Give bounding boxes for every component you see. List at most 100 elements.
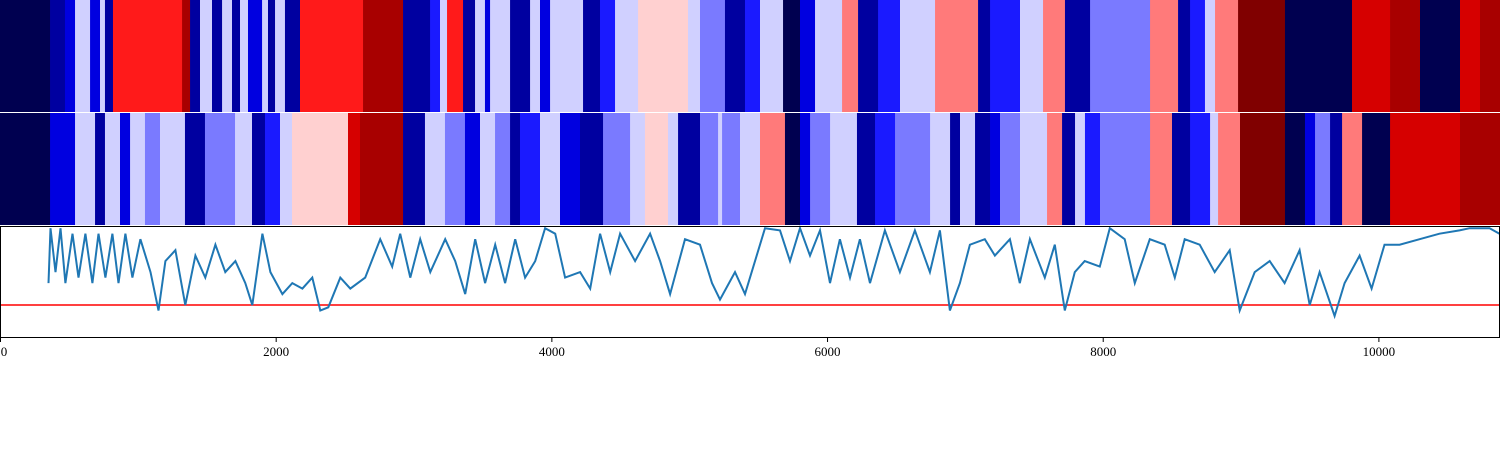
strip-segment [430, 0, 441, 112]
strip-segment [0, 113, 51, 225]
strip-segment [1000, 113, 1021, 225]
strip-segment [1304, 113, 1316, 225]
strip-segment [1238, 0, 1286, 112]
strip-segment [700, 0, 726, 112]
strip-segment [120, 113, 131, 225]
strip-segment [1150, 0, 1179, 112]
strip-segment [815, 0, 843, 112]
strip-segment [724, 0, 746, 112]
strip-segment [1284, 113, 1306, 225]
strip-segment [1190, 0, 1206, 112]
strip-segment [463, 0, 476, 112]
strip-segment [292, 113, 349, 225]
strip-segment [842, 0, 859, 112]
strip-segment [280, 113, 293, 225]
strip-segment [104, 0, 114, 112]
strip-segment [1204, 0, 1216, 112]
strip-segment [1172, 113, 1191, 225]
strip-segment [348, 113, 361, 225]
strip-segment [104, 113, 121, 225]
strip-segment [50, 0, 66, 112]
strip-segment [284, 0, 301, 112]
strip-segment [1352, 0, 1391, 112]
strip-segment [1284, 0, 1353, 112]
strip-segment [1420, 0, 1461, 112]
strip-segment [530, 0, 541, 112]
strip-segment [1020, 0, 1044, 112]
x-tick-label: 2000 [263, 344, 289, 359]
strip-segment [200, 0, 213, 112]
strip-segment [475, 0, 486, 112]
strip-segment [644, 113, 669, 225]
strip-segment [75, 113, 96, 225]
x-tick-label: 10000 [1363, 344, 1396, 359]
strip-segment [560, 113, 581, 225]
strip-segment [363, 0, 404, 112]
strip-segment [856, 113, 876, 225]
strip-segment [1460, 113, 1500, 225]
strip-segment [232, 0, 241, 112]
strip-segment [160, 113, 186, 225]
strip-segment [252, 113, 266, 225]
strip-segment [262, 0, 269, 112]
strip-segment [740, 113, 761, 225]
strip-segment [638, 0, 689, 112]
strip-segment [722, 113, 741, 225]
strip-segment [1090, 0, 1151, 112]
strip-segment [1062, 113, 1076, 225]
strip-segment [760, 113, 786, 225]
strip-segment [1178, 0, 1191, 112]
strip-segment [1150, 113, 1173, 225]
strip-segment [50, 113, 76, 225]
strip-segment [540, 0, 551, 112]
strip-segment [275, 0, 286, 112]
strip-segment [144, 113, 161, 225]
strip-segment [1020, 113, 1048, 225]
strip-segment [300, 0, 364, 112]
strip-segment [1084, 113, 1101, 225]
strip-segment [615, 0, 639, 112]
strip-segment [630, 113, 646, 225]
strip-segment [784, 113, 801, 225]
strip-segment [960, 113, 976, 225]
strip-segment [678, 113, 701, 225]
strip-segment [182, 0, 191, 112]
strip-segment [1390, 113, 1461, 225]
strip-segment [930, 113, 951, 225]
strip-segment [668, 113, 679, 225]
strip-segment [990, 0, 1021, 112]
strip-segment [204, 113, 236, 225]
strip-segment [403, 0, 431, 112]
strip-segment [1480, 0, 1500, 112]
strip-segment [580, 113, 604, 225]
strip-segment [190, 0, 201, 112]
strip-segment [583, 0, 601, 112]
strip-segment [718, 113, 723, 225]
strip-segment [800, 0, 816, 112]
strip-segment [360, 113, 404, 225]
strip-segment [688, 0, 701, 112]
strip-segment [510, 113, 521, 225]
strip-segment [875, 113, 896, 225]
strip-segment [1210, 113, 1219, 225]
strip-segment [440, 0, 448, 112]
strip-segment [603, 113, 631, 225]
strip-segment [235, 113, 253, 225]
strip-segment [1330, 113, 1343, 225]
strip-segment [1240, 113, 1286, 225]
strip-segment [112, 0, 183, 112]
x-tick-label: 8000 [1090, 344, 1116, 359]
strip-segment [975, 113, 991, 225]
strip-segment [1315, 113, 1331, 225]
strip-segment [130, 113, 146, 225]
strip-segment [184, 113, 206, 225]
strip-segment [1190, 113, 1211, 225]
strip-segment [900, 0, 936, 112]
strip-segment [1043, 0, 1066, 112]
strip-segment [1075, 113, 1086, 225]
strip-segment [950, 113, 961, 225]
strip-segment [700, 113, 719, 225]
strip-segment [760, 0, 784, 112]
strip-segment [1362, 113, 1391, 225]
x-tick-label: 4000 [539, 344, 565, 359]
